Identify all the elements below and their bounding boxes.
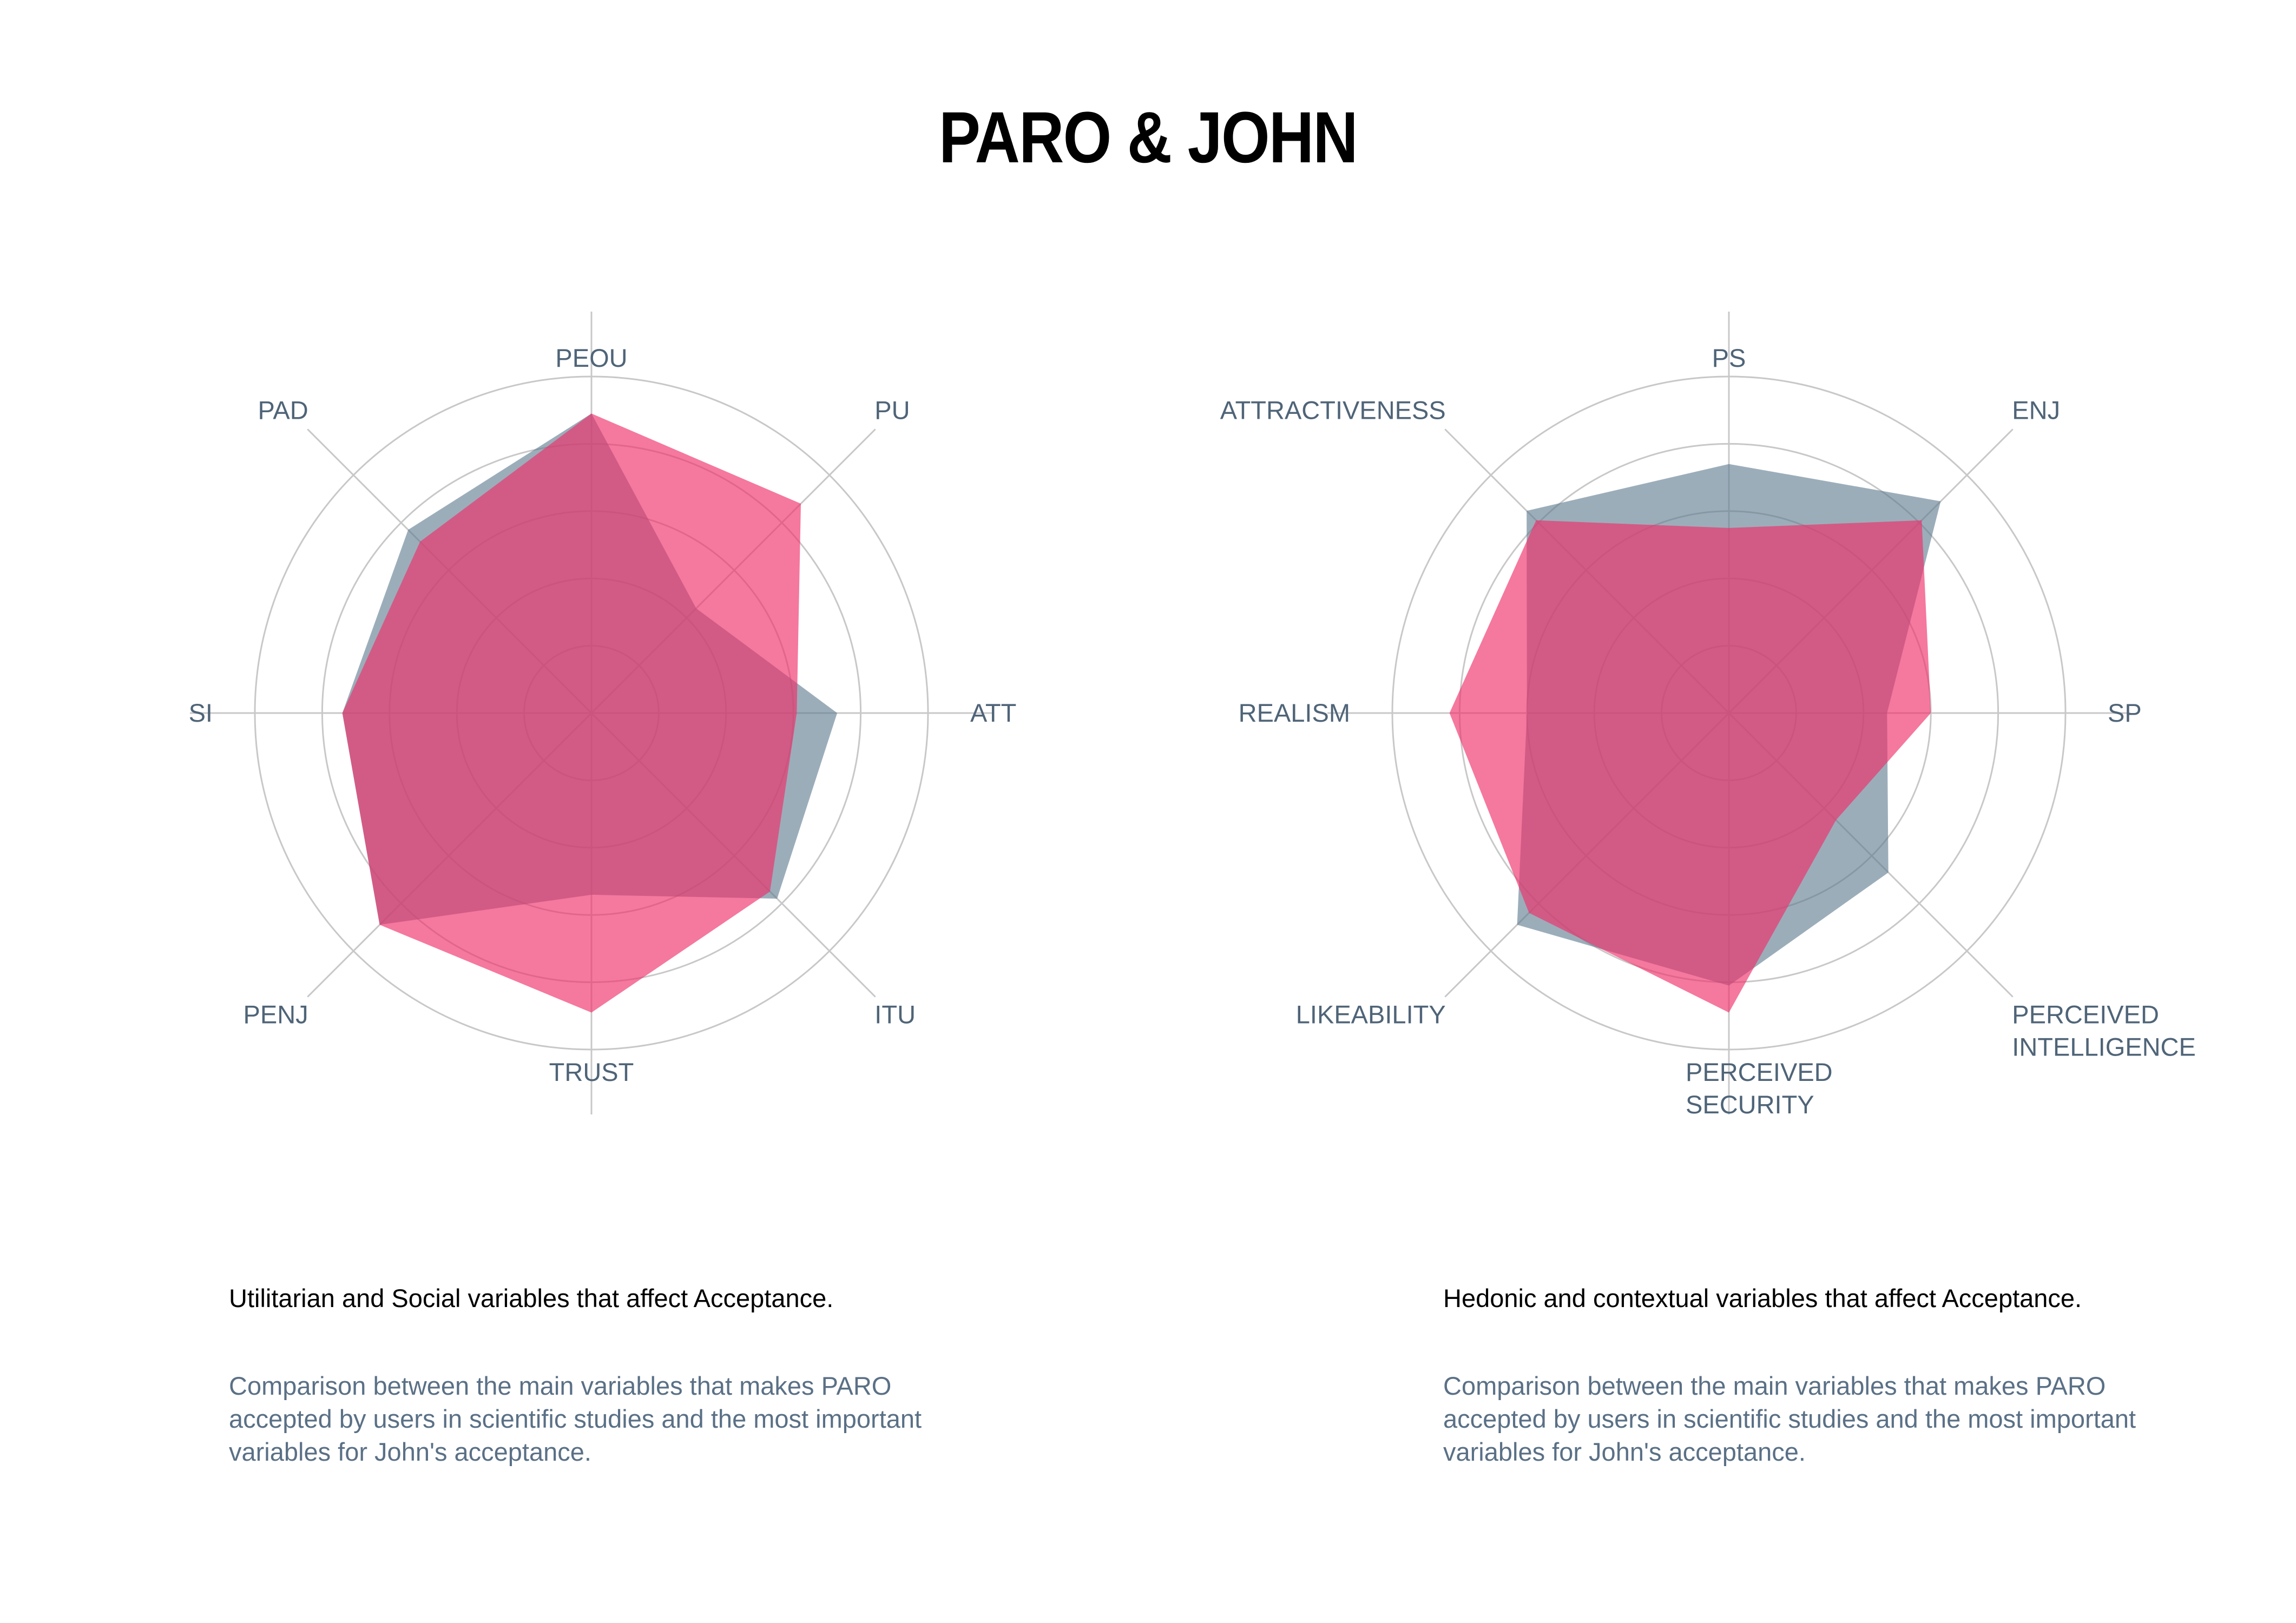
- caption-left: Utilitarian and Social variables that af…: [229, 1283, 1041, 1468]
- axis-label-penj: PENJ: [244, 1000, 308, 1028]
- axis-label-itu: ITU: [874, 1000, 916, 1028]
- axis-label-si: SI: [189, 698, 213, 727]
- caption-right-title: Hedonic and contextual variables that af…: [1443, 1284, 2082, 1312]
- axis-label-sp: SP: [2108, 698, 2142, 727]
- axis-label-trust: TRUST: [549, 1058, 634, 1086]
- caption-left-body: Comparison between the main variables th…: [229, 1371, 922, 1466]
- axis-label-pad: PAD: [258, 396, 308, 425]
- radar-chart-utilitarian-social: PEOU PU ATT ITU TRUST PENJ SI PAD: [189, 312, 1016, 1114]
- axis-label-perceived-security: PERCEIVED SECURITY: [1686, 1058, 1833, 1119]
- caption-right: Hedonic and contextual variables that af…: [1443, 1283, 2255, 1468]
- radar-chart-hedonic-contextual: PS ENJ SP PERCEIVED INTELLIGENCE PERCEIVED SEC…: [1220, 312, 2196, 1119]
- axis-label-realism: REALISM: [1239, 698, 1350, 727]
- axis-label-enj: ENJ: [2012, 396, 2060, 425]
- axis-label-perceived-intelligence: PERCEIVED INTELLIGENCE: [2012, 1000, 2196, 1061]
- axis-label-likeability: LIKEABILITY: [1296, 1000, 1446, 1028]
- caption-right-body: Comparison between the main variables th…: [1443, 1371, 2136, 1466]
- axis-label-peou: PEOU: [555, 344, 627, 372]
- axis-label-pu: PU: [874, 396, 910, 425]
- axis-label-att: ATT: [970, 698, 1016, 727]
- series-john-area: [342, 413, 801, 1013]
- axis-label-attractiveness: ATTRACTIVENESS: [1220, 396, 1446, 425]
- page-title: PARO & JOHN: [939, 97, 1358, 178]
- series-john-area: [1449, 520, 1931, 1013]
- caption-left-title: Utilitarian and Social variables that af…: [229, 1284, 834, 1312]
- axis-label-ps: PS: [1712, 344, 1746, 372]
